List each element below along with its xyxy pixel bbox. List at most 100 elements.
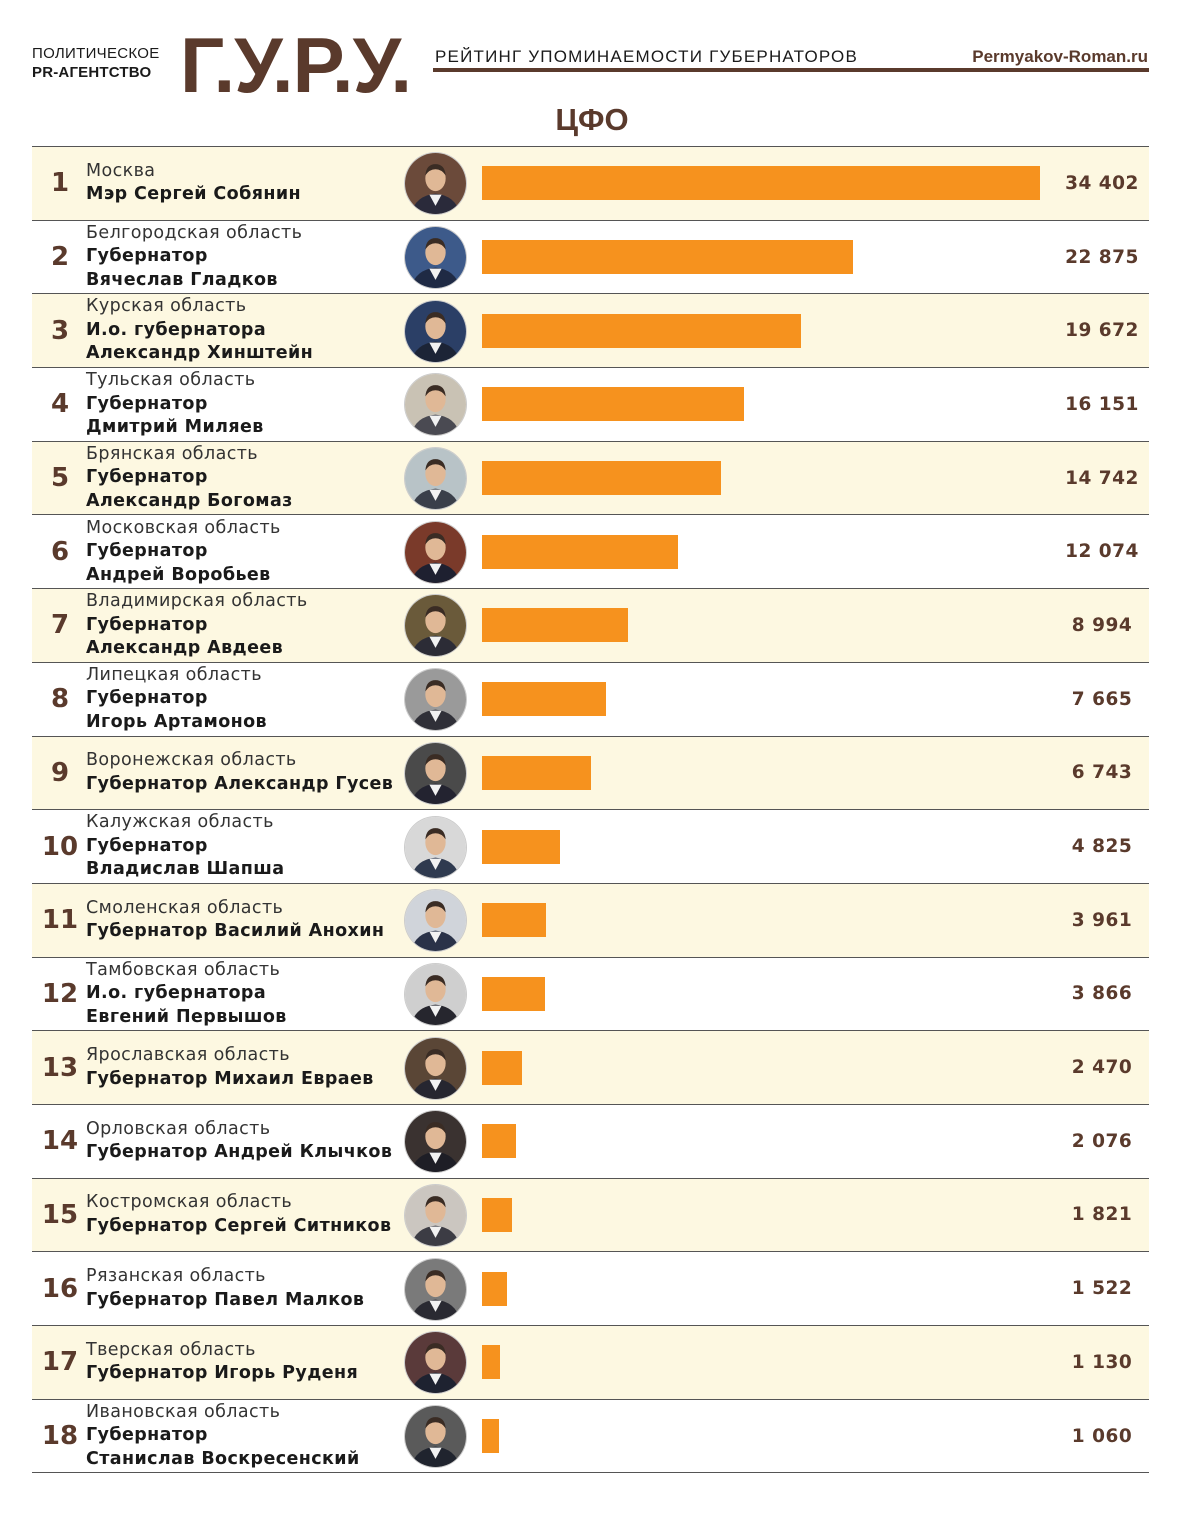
header: ПОЛИТИЧЕСКОЕ PR-АГЕНТСТВО Г.У.Р.У. РЕЙТИ…: [0, 0, 1200, 110]
region-name: Белгородская область: [86, 222, 303, 243]
row-label: Тамбовская область И.о. губернатора Евгени…: [86, 958, 406, 1031]
person-name: Евгений Первышов: [86, 1006, 287, 1027]
row-label: Московская область Губернатор Андрей Вороб…: [86, 515, 406, 588]
value-label: 1 821: [1071, 1204, 1133, 1226]
person-name: Губернатор Александр Гусев: [86, 773, 394, 794]
person-name: Губернатор: [86, 467, 208, 488]
table-row: 1 Москва Мэр Сергей Собянин 34 402: [32, 147, 1149, 221]
person-name: И.о. губернатора: [86, 983, 267, 1004]
rank-label: 6: [50, 536, 70, 567]
table-row: 11 Смоленская область Губернатор Василий А…: [32, 883, 1149, 958]
bar: [482, 1271, 507, 1306]
table-row: 8 Липецкая область Губернатор Игорь Артамон…: [32, 662, 1149, 737]
person-name: Губернатор: [86, 688, 208, 709]
bar: [482, 1345, 501, 1380]
rank-label: 15: [41, 1199, 79, 1230]
value-label: 22 875: [1065, 246, 1139, 268]
rank-label: 18: [41, 1421, 79, 1452]
site-link[interactable]: Permyakov-Roman.ru: [972, 47, 1148, 66]
bar: [482, 682, 607, 717]
person-name: Губернатор Василий Анохин: [86, 921, 385, 942]
portrait-photo: [405, 890, 466, 952]
row-label: Тульская область Губернатор Дмитрий Миляев: [86, 368, 406, 441]
value-label: 1 522: [1071, 1278, 1133, 1300]
table-row: 14 Орловская область Губернатор Андрей Клы…: [32, 1104, 1149, 1179]
person-name: Андрей Воробьев: [86, 564, 271, 585]
value-label: 7 665: [1071, 688, 1133, 710]
agency-label: ПОЛИТИЧЕСКОЕ PR-АГЕНТСТВО: [32, 46, 160, 80]
person-name: Губернатор: [86, 835, 208, 856]
rank-label: 4: [50, 389, 70, 420]
portrait-photo: [405, 1258, 466, 1320]
row-label: Ивановская область Губернатор Станислав Во…: [86, 1400, 406, 1473]
table-row: 2 Белгородская область Губернатор Вячеслав …: [32, 220, 1149, 295]
rank-label: 9: [50, 757, 70, 788]
portrait-photo: [405, 227, 466, 289]
value-label: 14 742: [1065, 467, 1139, 489]
bar: [482, 387, 744, 422]
table-row: 6 Московская область Губернатор Андрей Воро…: [32, 515, 1149, 590]
portrait-photo: [405, 595, 466, 657]
value-label: 2 470: [1071, 1057, 1133, 1079]
row-label: Костромская область Губернатор Сергей Сит…: [86, 1179, 406, 1252]
person-name: Губернатор Сергей Ситников: [86, 1215, 392, 1236]
bar: [482, 1419, 500, 1454]
table-row: 17 Тверская область Губернатор Игорь Руден…: [32, 1326, 1149, 1400]
row-label: Белгородская область Губернатор Вячеслав Г…: [86, 221, 406, 294]
person-name: Губернатор: [86, 1425, 208, 1446]
rank-label: 5: [50, 463, 70, 494]
row-label: Калужская область Губернатор Владислав Шап…: [86, 810, 406, 883]
bar: [482, 1050, 523, 1085]
bar: [482, 166, 1040, 201]
row-label: Тверская область Губернатор Игорь Руденя: [86, 1326, 406, 1399]
value-label: 1 060: [1071, 1425, 1133, 1447]
logo: Г.У.Р.У.: [180, 21, 412, 109]
region-name: Смоленская область: [86, 897, 284, 918]
table-row: 12 Тамбовская область И.о. губернатора Евге…: [32, 957, 1149, 1032]
region-name: Владимирская область: [86, 591, 308, 612]
region-name: Москва: [86, 160, 156, 181]
agency-line2: PR-АГЕНТСТВО: [32, 64, 152, 81]
portrait-photo: [405, 521, 466, 583]
ranking-table: 1 Москва Мэр Сергей Собянин 34 402 2 Белгород…: [32, 146, 1149, 1474]
rank-label: 13: [41, 1052, 79, 1083]
table-row: 10 Калужская область Губернатор Владислав Ш…: [32, 810, 1149, 884]
table-row: 3 Курская область И.о. губернатора Александ…: [32, 294, 1149, 369]
person-name: И.о. губернатора: [86, 319, 267, 340]
region-name: Калужская область: [86, 812, 274, 833]
person-name: Губернатор: [86, 541, 208, 562]
region-name: Орловская область: [86, 1118, 271, 1139]
region-name: Рязанская область: [86, 1266, 266, 1287]
portrait-photo: [405, 374, 466, 436]
person-name: Губернатор: [86, 246, 208, 267]
region-name: Тамбовская область: [86, 959, 281, 980]
region-name: Тульская область: [86, 370, 256, 391]
person-name: Губернатор Андрей Клычков: [86, 1142, 393, 1163]
table-row: 9 Воронежская область Губернатор Александр…: [32, 736, 1149, 811]
rank-label: 2: [50, 242, 70, 273]
rank-label: 7: [50, 610, 70, 641]
table-row: 5 Брянская область Губернатор Александр Бог…: [32, 441, 1149, 516]
row-label: Орловская область Губернатор Андрей Клычк…: [86, 1105, 406, 1178]
person-name: Александр Богомаз: [86, 490, 293, 511]
value-label: 12 074: [1065, 541, 1139, 563]
header-rule: [433, 68, 1149, 72]
bar: [482, 461, 722, 496]
rank-label: 8: [50, 684, 70, 715]
row-label: Москва Мэр Сергей Собянин: [86, 147, 406, 220]
portrait-photo: [405, 1332, 466, 1394]
value-label: 3 866: [1071, 983, 1133, 1005]
person-name: Губернатор: [86, 614, 208, 635]
portrait-photo: [405, 669, 466, 731]
table-row: 7 Владимирская область Губернатор Александр…: [32, 589, 1149, 663]
value-label: 8 994: [1071, 614, 1133, 636]
row-label: Смоленская область Губернатор Василий Ано…: [86, 884, 406, 957]
portrait-photo: [405, 963, 466, 1025]
person-name: Александр Авдеев: [86, 638, 284, 659]
row-label: Ярославская область Губернатор Михаил Евр…: [86, 1031, 406, 1104]
region-name: Курская область: [86, 296, 247, 317]
bar: [482, 313, 802, 348]
bar: [482, 976, 545, 1011]
value-label: 19 672: [1065, 320, 1139, 342]
row-label: Курская область И.о. губернатора Александр…: [86, 294, 406, 367]
